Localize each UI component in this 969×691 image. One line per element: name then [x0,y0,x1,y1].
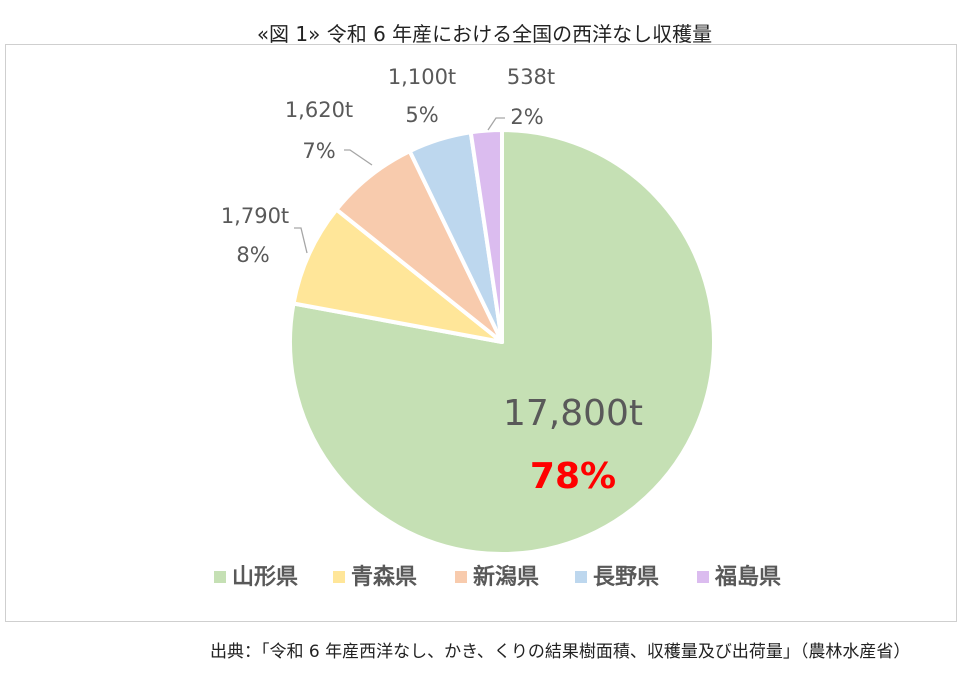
pie-slice-2 [291,207,504,344]
value-label-5: 538t [507,65,555,89]
pie-slice-1 [288,128,716,556]
percent-label-1: 78% [530,456,616,497]
legend-swatch-5 [697,571,709,583]
value-label-2: 1,790t [221,204,289,228]
percent-label-2: 8% [236,243,269,267]
legend-label-1: 山形県 [232,565,298,590]
figure-title: «図 1» 令和 6 年産における全国の西洋なし収穫量 [256,22,713,46]
value-label-1: 17,800t [503,393,643,434]
percent-label-5: 2% [510,105,543,129]
leader-line-3 [344,149,373,166]
legend-label-2: 青森県 [351,564,417,590]
legend-label-4: 長野県 [593,565,659,590]
legend-label-5: 福島県 [714,564,781,590]
legend-swatch-3 [455,571,467,583]
leader-line-2 [294,227,308,254]
pie-slice-5 [468,128,504,344]
legend-label-3: 新潟県 [473,564,539,590]
legend-swatch-1 [214,571,226,583]
source-note: 出典：「令和 6 年産西洋なし、かき、くりの結果樹面積、収穫量及び出荷量」（農林… [210,642,911,662]
legend-swatch-4 [575,571,587,583]
legend-swatch-2 [333,571,345,583]
leader-line-5 [487,117,505,131]
value-label-3: 1,620t [285,98,353,122]
percent-label-3: 7% [302,139,335,163]
value-label-4: 1,100t [388,65,456,89]
percent-label-4: 5% [405,103,438,127]
